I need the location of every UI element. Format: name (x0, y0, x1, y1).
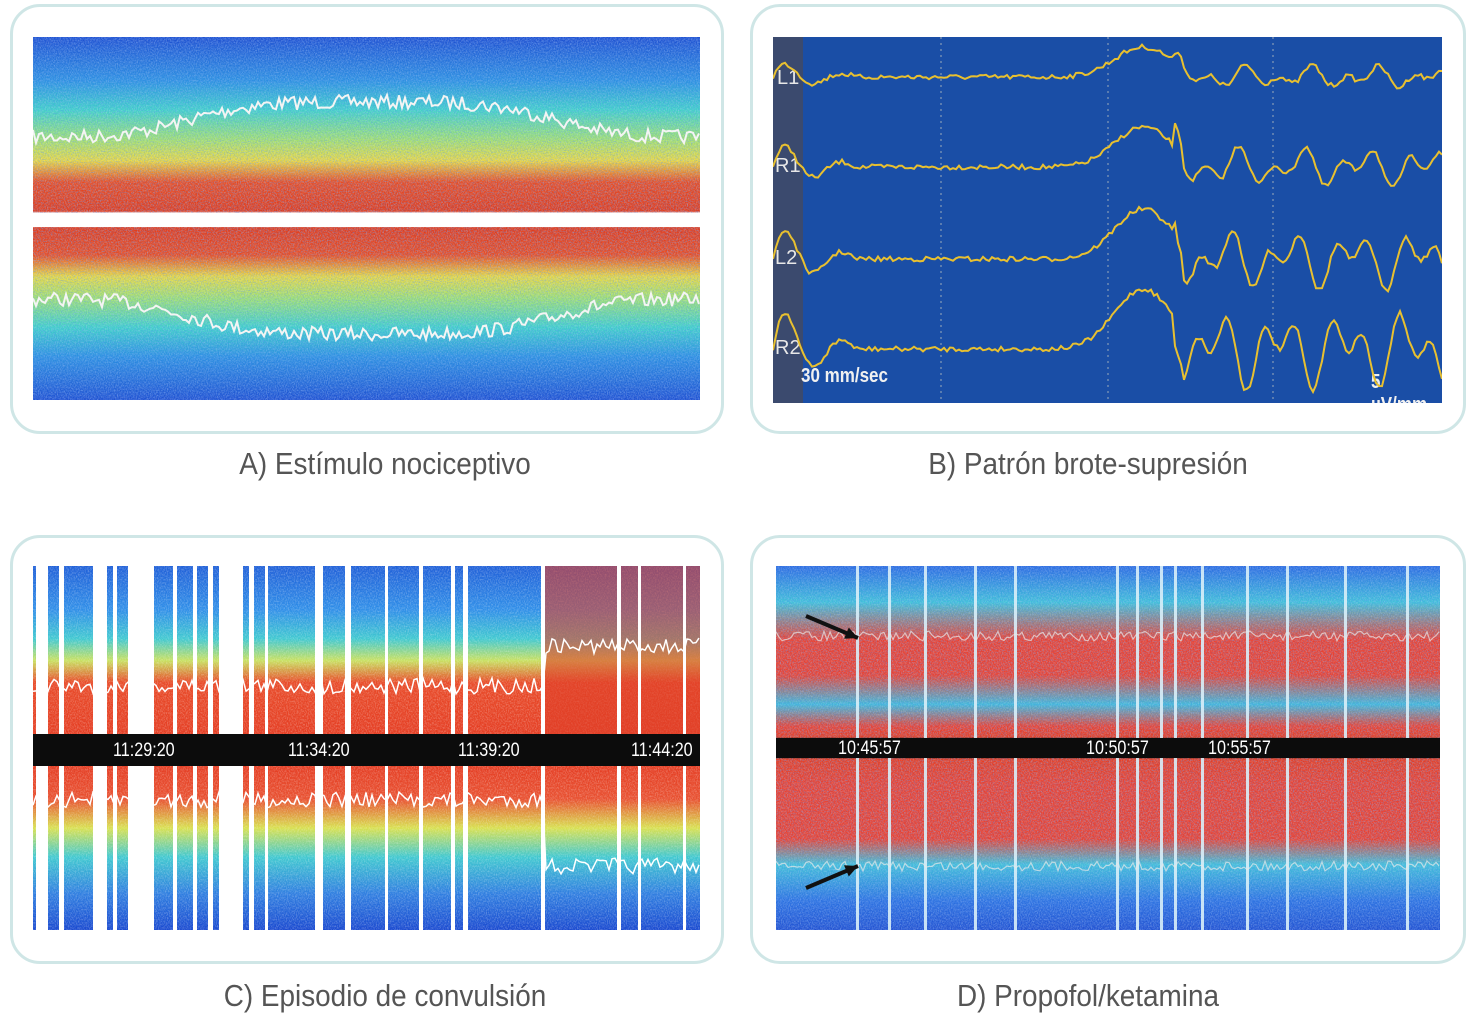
timestamp: 11:39:20 (458, 740, 520, 761)
overlay (33, 37, 700, 400)
spectrogram-c: 11:29:20 11:34:20 11:39:20 11:44:20 (33, 566, 700, 930)
spectral-edge (33, 91, 700, 147)
caption: D) Propofol/ketamina (956, 978, 1220, 1013)
eeg-channel (773, 43, 1442, 90)
channel-label: L2 (775, 247, 798, 269)
timestamp: 10:55:57 (1208, 738, 1271, 759)
eeg-channel (773, 122, 1442, 187)
channel-label: L1 (777, 67, 800, 89)
spectrogram-d: 10:45:57 10:50:57 10:55:57 (776, 566, 1440, 930)
eeg-channel (773, 205, 1442, 294)
channel-label: R1 (775, 155, 801, 177)
caption: C) Episodio de convulsión (223, 978, 547, 1013)
timestamp: 10:45:57 (838, 738, 901, 759)
channel-label: R2 (775, 337, 801, 359)
overlay (773, 37, 1442, 403)
timestamp: 11:29:20 (113, 740, 175, 761)
timestamp: 11:44:20 (631, 740, 693, 761)
caption: B) Patrón brote-supresión (928, 446, 1248, 481)
timestamp: 11:34:20 (288, 740, 350, 761)
overlay (33, 566, 700, 930)
arrow-head (844, 865, 858, 877)
eeg-trace: L1 R1 L2 R2 30 mm/sec 5 µV/mm (773, 37, 1442, 403)
time-bar (776, 738, 1440, 758)
spectral-edge (776, 629, 1440, 643)
overlay (776, 566, 1440, 930)
caption: A) Estímulo nociceptivo (239, 446, 531, 481)
arrow-head (844, 627, 858, 639)
spectral-edge (776, 859, 1440, 873)
timestamp: 10:50:57 (1086, 738, 1149, 759)
seizure (545, 566, 700, 734)
gap (33, 213, 700, 227)
eeg-channel (773, 288, 1442, 395)
time-bar (33, 734, 700, 766)
spectrogram-a (33, 37, 700, 400)
speed-label: 30 mm/sec (801, 365, 888, 387)
spectral-edge (33, 289, 700, 344)
